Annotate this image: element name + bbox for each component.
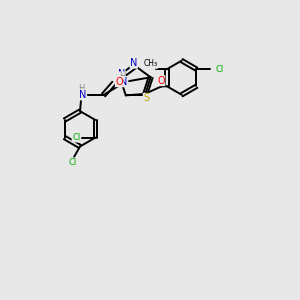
Text: Cl: Cl (68, 158, 77, 167)
Text: O: O (157, 76, 165, 86)
Text: H: H (78, 84, 84, 93)
Text: Cl: Cl (72, 133, 80, 142)
Text: H: H (119, 72, 125, 81)
Text: N: N (118, 69, 125, 79)
Text: CH₃: CH₃ (144, 59, 158, 68)
Text: N: N (79, 90, 87, 100)
Text: S: S (143, 93, 149, 103)
Text: O: O (116, 77, 123, 87)
Text: N: N (130, 58, 137, 68)
Text: Cl: Cl (216, 65, 224, 74)
Text: N: N (121, 77, 128, 87)
